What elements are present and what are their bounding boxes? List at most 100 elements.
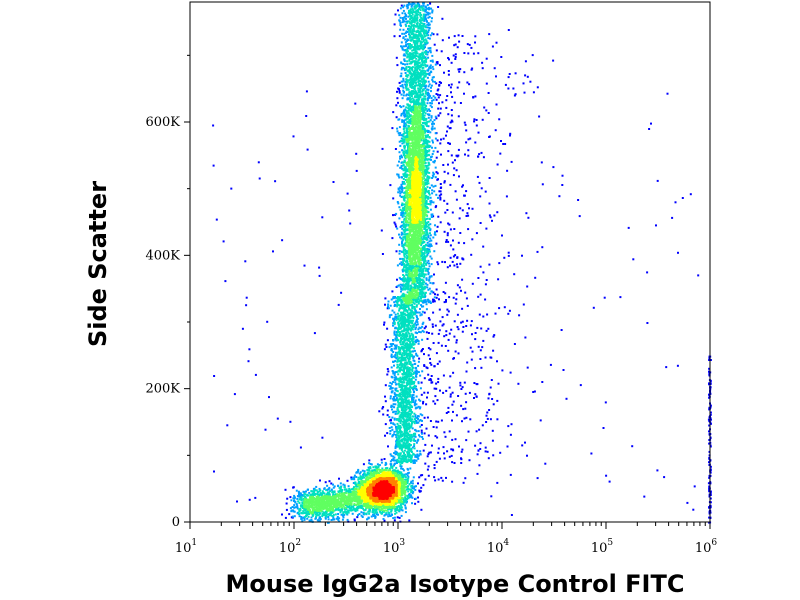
data-point (427, 288, 430, 291)
data-point (413, 71, 416, 73)
data-point (406, 436, 409, 439)
data-point (491, 398, 494, 400)
data-point (426, 88, 429, 91)
data-point (403, 154, 405, 157)
data-point (422, 23, 425, 26)
data-point (422, 99, 425, 102)
data-point (437, 377, 440, 380)
data-point (565, 397, 568, 400)
data-point (465, 297, 468, 300)
data-point (467, 214, 470, 217)
data-point (431, 177, 434, 179)
data-point (414, 502, 417, 505)
data-point (479, 349, 482, 352)
data-point (474, 367, 477, 370)
data-point (474, 332, 477, 334)
data-point (292, 135, 295, 138)
data-point (421, 292, 424, 295)
data-point (407, 50, 409, 53)
data-point (394, 346, 397, 348)
data-point (423, 258, 426, 260)
data-point (402, 259, 405, 262)
data-point (401, 325, 403, 328)
data-point (424, 249, 426, 252)
data-point (403, 458, 405, 461)
data-point (421, 432, 423, 435)
data-point (432, 236, 435, 239)
data-point (416, 439, 419, 442)
data-point (393, 469, 396, 472)
data-point (422, 72, 425, 74)
data-point (212, 124, 215, 127)
data-point (417, 454, 419, 457)
data-point (433, 387, 436, 390)
data-point (411, 367, 414, 370)
data-point (367, 466, 370, 469)
data-point (408, 519, 411, 522)
data-point (411, 418, 414, 421)
data-point (411, 368, 414, 371)
data-point (245, 296, 248, 299)
data-point (376, 463, 379, 466)
data-point (339, 489, 342, 492)
data-point (425, 262, 428, 265)
data-point (406, 394, 409, 397)
data-point (444, 211, 447, 214)
data-point (389, 460, 392, 463)
data-point (709, 468, 712, 471)
data-point (412, 326, 415, 328)
data-point (414, 6, 417, 9)
data-point (395, 339, 398, 342)
data-point (296, 497, 299, 500)
data-point (406, 375, 409, 378)
data-point (424, 256, 427, 259)
data-point (403, 144, 406, 147)
data-point (435, 82, 438, 85)
data-point (438, 457, 441, 460)
data-point (435, 98, 438, 101)
data-point (420, 63, 423, 66)
data-point (400, 506, 403, 509)
data-point (398, 243, 401, 246)
data-point (400, 399, 403, 402)
data-point (407, 88, 410, 91)
data-point (403, 4, 406, 7)
data-point (348, 489, 350, 492)
data-point (403, 235, 406, 238)
data-point (335, 517, 338, 520)
data-point (455, 341, 458, 344)
data-point (303, 517, 306, 520)
data-point (410, 95, 413, 98)
data-point (708, 430, 710, 433)
data-point (321, 490, 324, 493)
data-point (413, 438, 416, 441)
data-point (409, 57, 412, 60)
data-point (424, 26, 427, 29)
data-point (416, 92, 419, 95)
data-point (577, 199, 580, 201)
data-point (435, 387, 438, 390)
data-point (340, 291, 343, 294)
data-point (403, 280, 406, 283)
data-point (407, 337, 410, 340)
data-point (419, 27, 422, 30)
data-point (397, 327, 400, 330)
data-point (419, 66, 421, 69)
data-point (437, 332, 440, 335)
data-point (402, 86, 405, 89)
data-point (425, 331, 428, 334)
data-point (407, 269, 409, 272)
data-point (429, 292, 432, 295)
data-point (398, 437, 401, 439)
data-point (475, 430, 478, 433)
data-point (395, 397, 398, 400)
data-point (431, 120, 434, 123)
data-point (394, 510, 397, 512)
data-point (426, 337, 429, 340)
data-point (427, 85, 430, 88)
data-point (403, 115, 406, 118)
data-point (386, 327, 389, 330)
data-point (403, 20, 405, 23)
data-point (406, 56, 409, 59)
data-point (448, 455, 451, 458)
